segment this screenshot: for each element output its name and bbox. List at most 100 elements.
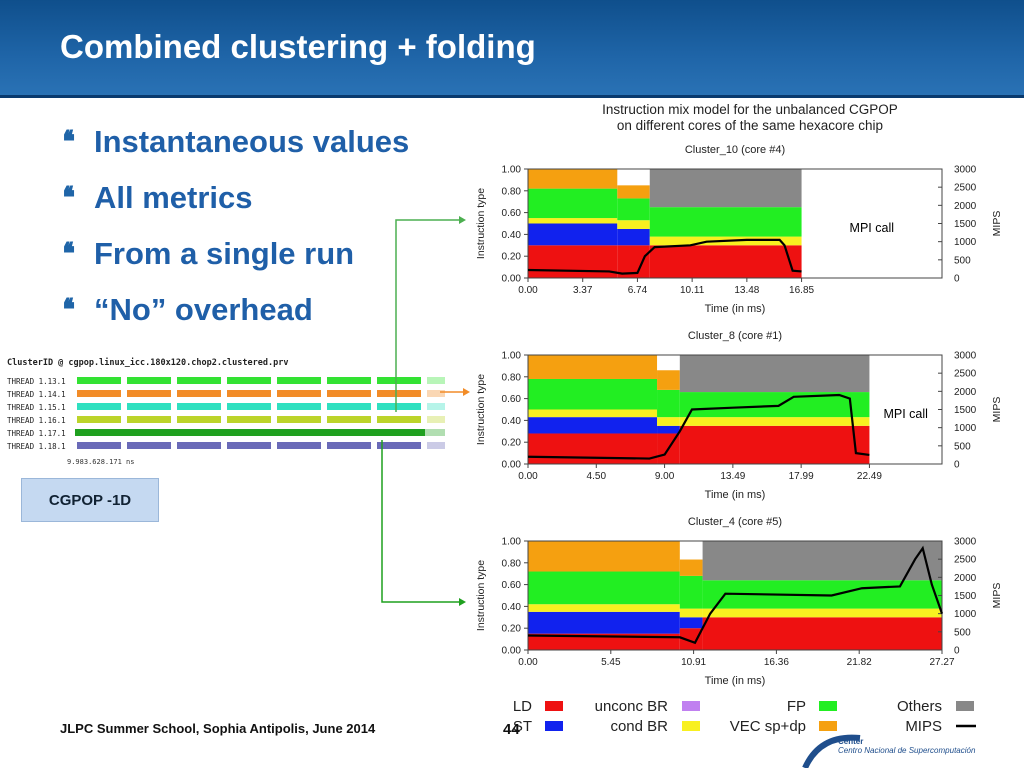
thread-label: THREAD 1.17.1 bbox=[7, 429, 66, 438]
legend-label: MIPS bbox=[905, 718, 942, 735]
trace-burst bbox=[377, 390, 421, 397]
chart-title-line2: on different cores of the same hexacore … bbox=[616, 118, 884, 133]
x-tick-label: 0.00 bbox=[518, 285, 538, 296]
trace-burst bbox=[427, 403, 445, 410]
trace-burst bbox=[177, 416, 221, 423]
slide-title: Combined clustering + folding bbox=[60, 28, 536, 65]
x-tick-label: 10.91 bbox=[681, 657, 706, 668]
area-fp bbox=[528, 571, 680, 605]
y-tick-label: 0.60 bbox=[502, 580, 522, 591]
y-tick-label: 0.40 bbox=[502, 602, 522, 613]
area-st bbox=[679, 617, 703, 629]
arrow-head-orange bbox=[463, 388, 470, 396]
trace-burst bbox=[127, 403, 171, 410]
trace-burst bbox=[377, 416, 421, 423]
legend-swatch bbox=[682, 721, 700, 731]
legend-swatch bbox=[819, 721, 837, 731]
panel-title: Cluster_8 (core #1) bbox=[688, 330, 782, 342]
chart-title-line1: Instruction mix model for the unbalanced… bbox=[602, 102, 898, 117]
trace-burst bbox=[377, 377, 421, 384]
y-tick-label: 1.00 bbox=[502, 351, 522, 362]
footer-text: JLPC Summer School, Sophia Antipolis, Ju… bbox=[60, 721, 376, 736]
trace-burst bbox=[77, 403, 121, 410]
x-tick-label: 13.48 bbox=[734, 285, 759, 296]
trace-burst bbox=[75, 429, 125, 436]
y2-tick-label: 2000 bbox=[954, 387, 977, 398]
trace-burst bbox=[425, 429, 445, 436]
x-tick-label: 0.00 bbox=[518, 657, 538, 668]
y-tick-label: 0.80 bbox=[502, 558, 522, 569]
area-st bbox=[528, 223, 618, 246]
x-tick-label: 0.00 bbox=[518, 471, 538, 482]
trace-burst bbox=[227, 442, 271, 449]
trace-burst bbox=[325, 429, 375, 436]
bsc-logo bbox=[802, 734, 861, 768]
bullet-text: Instantaneous values bbox=[94, 124, 410, 159]
x-axis-label: Time (in ms) bbox=[705, 675, 766, 687]
mips-line bbox=[527, 238, 802, 275]
legend-label: unconc BR bbox=[595, 698, 669, 715]
x-tick-label: 17.99 bbox=[789, 471, 814, 482]
cgpop-label-box: CGPOP -1D bbox=[21, 478, 159, 522]
y-axis-label: Instruction type bbox=[475, 374, 487, 445]
area-vec bbox=[528, 355, 658, 379]
trace-burst bbox=[177, 377, 221, 384]
legend-swatch bbox=[682, 701, 700, 711]
bullet-text: All metrics bbox=[94, 180, 253, 215]
area-vec bbox=[528, 169, 618, 189]
x-axis-label: Time (in ms) bbox=[705, 303, 766, 315]
trace-burst bbox=[427, 377, 445, 384]
trace-burst bbox=[177, 442, 221, 449]
x-tick-label: 16.85 bbox=[789, 285, 814, 296]
trace-burst bbox=[227, 416, 271, 423]
trace-burst bbox=[277, 416, 321, 423]
area-ld bbox=[649, 245, 802, 278]
y-tick-label: 0.20 bbox=[502, 624, 522, 635]
bullet-marker: ❛❛ bbox=[62, 181, 75, 215]
y2-tick-label: 1000 bbox=[954, 609, 977, 620]
area-vec bbox=[617, 185, 650, 199]
trace-burst bbox=[127, 390, 171, 397]
trace-burst bbox=[277, 390, 321, 397]
y-tick-label: 0.00 bbox=[502, 274, 522, 285]
trace-burst bbox=[327, 442, 371, 449]
y2-tick-label: 1500 bbox=[954, 405, 977, 416]
trace-bars bbox=[75, 377, 445, 449]
header-divider bbox=[0, 95, 1024, 98]
area-vec bbox=[679, 559, 703, 576]
logo-text: Centro Nacional de Supercomputación bbox=[838, 746, 976, 755]
y2-tick-label: 1000 bbox=[954, 423, 977, 434]
trace-burst bbox=[327, 416, 371, 423]
trace-burst bbox=[227, 377, 271, 384]
arrow-head-green bbox=[459, 216, 466, 224]
y2-axis-label: MIPS bbox=[991, 211, 1003, 237]
y2-tick-label: 0 bbox=[954, 646, 960, 657]
y2-tick-label: 3000 bbox=[954, 351, 977, 362]
y2-tick-label: 3000 bbox=[954, 537, 977, 548]
legend-swatch bbox=[545, 721, 563, 731]
trace-burst bbox=[127, 442, 171, 449]
area-fp bbox=[657, 389, 680, 418]
trace-burst bbox=[277, 377, 321, 384]
bullet-marker: ❛❛ bbox=[62, 125, 75, 159]
x-tick-label: 22.49 bbox=[857, 471, 882, 482]
thread-label: THREAD 1.14.1 bbox=[7, 390, 66, 399]
x-tick-label: 5.45 bbox=[601, 657, 621, 668]
chart-title: Instruction mix model for the unbalanced… bbox=[560, 102, 940, 134]
area-fp bbox=[528, 378, 658, 410]
area-cond-br bbox=[702, 608, 942, 618]
x-tick-label: 27.27 bbox=[929, 657, 954, 668]
area-fp bbox=[649, 207, 802, 237]
trace-burst bbox=[327, 377, 371, 384]
y-tick-label: 0.20 bbox=[502, 438, 522, 449]
trace-burst bbox=[225, 429, 275, 436]
x-tick-label: 13.49 bbox=[720, 471, 745, 482]
y2-axis-label: MIPS bbox=[991, 397, 1003, 423]
x-tick-label: 9.00 bbox=[655, 471, 675, 482]
x-tick-label: 16.36 bbox=[764, 657, 789, 668]
y-tick-label: 0.80 bbox=[502, 186, 522, 197]
thread-label: THREAD 1.13.1 bbox=[7, 377, 66, 386]
y-tick-label: 0.00 bbox=[502, 460, 522, 471]
x-tick-label: 4.50 bbox=[587, 471, 607, 482]
